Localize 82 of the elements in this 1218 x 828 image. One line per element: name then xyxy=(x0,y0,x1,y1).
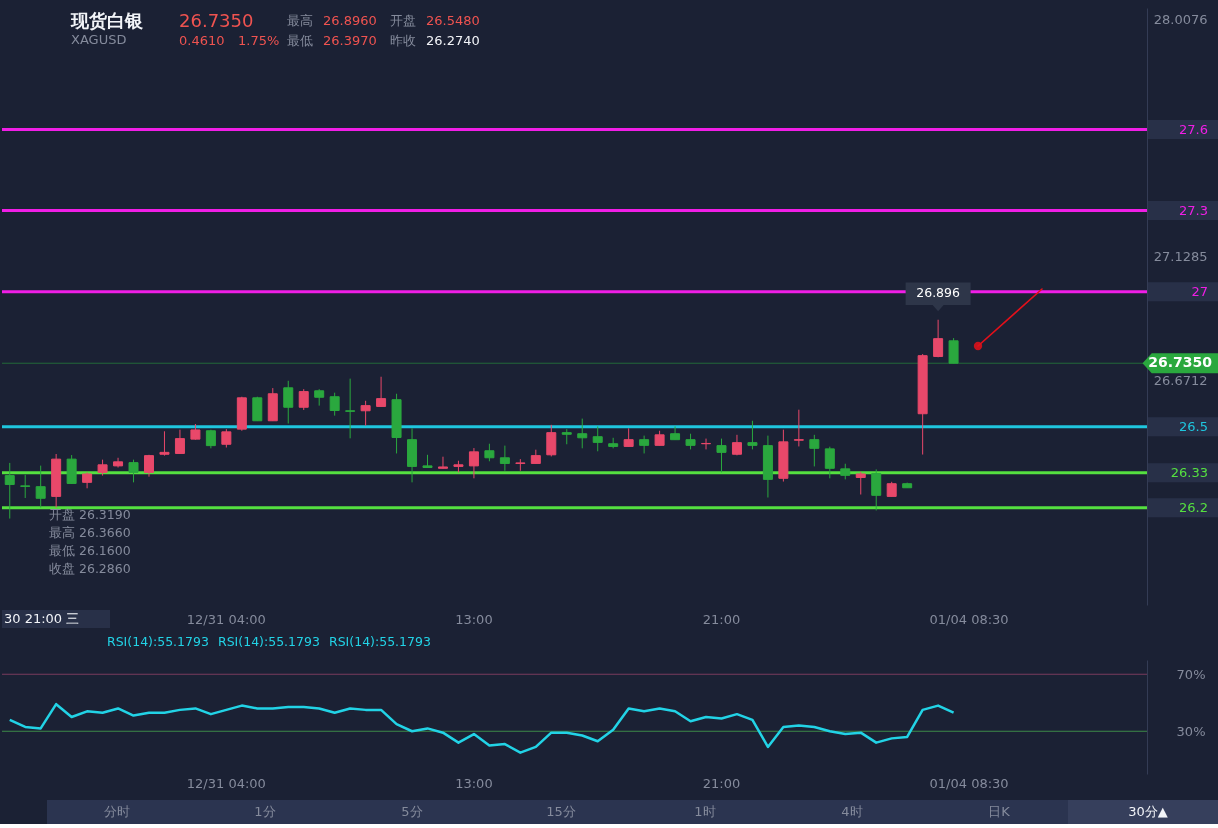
candlestick xyxy=(546,424,557,457)
candlestick xyxy=(871,468,882,511)
annotation: 26.896 xyxy=(916,284,961,300)
candlestick xyxy=(174,429,185,455)
candlestick xyxy=(793,409,804,447)
ref-line-label: 27.3 xyxy=(1179,202,1208,218)
ref-line-label: 26.33 xyxy=(1170,464,1208,480)
x-tick-label: 12/31 04:00 xyxy=(186,775,266,791)
text: RSI(14):55.1793 xyxy=(107,634,209,649)
annotation: 最低 26.1600 xyxy=(49,543,131,558)
candlestick xyxy=(221,428,232,449)
y-tick-label: 27.1285 xyxy=(1153,249,1208,265)
annotation: 最高 xyxy=(287,13,313,28)
ref-line-label: 27 xyxy=(1191,283,1208,299)
candlestick xyxy=(592,425,603,452)
candlestick xyxy=(747,420,758,450)
candlestick xyxy=(468,447,479,479)
text: 5分 xyxy=(401,804,423,819)
candlestick xyxy=(577,418,588,449)
candlestick xyxy=(716,438,727,473)
y-tick-label: 70% xyxy=(1176,666,1206,682)
candlestick xyxy=(948,337,959,364)
y-tick-label: 28.0076 xyxy=(1153,11,1208,27)
line-series xyxy=(8,702,955,754)
candlestick xyxy=(128,459,139,483)
candlestick xyxy=(376,376,387,408)
text: 分时 xyxy=(104,804,130,819)
candlestick xyxy=(670,425,681,441)
x-tick-label: 13:00 xyxy=(455,611,493,627)
candlestick xyxy=(437,456,448,470)
candlestick xyxy=(159,430,170,457)
text: 日K xyxy=(988,804,1011,819)
annotation: 1.75% xyxy=(238,33,280,48)
candlestick xyxy=(623,427,634,448)
annotation: 开盘 26.3190 xyxy=(49,507,131,522)
chart-title: 现货白银 xyxy=(70,10,144,31)
candlestick xyxy=(283,380,294,424)
ref-line-label: 27.6 xyxy=(1179,121,1208,137)
text: 15分 xyxy=(546,804,576,819)
ref-line-label: 26.5 xyxy=(1179,418,1208,434)
y-tick-label: 26.6712 xyxy=(1153,372,1208,388)
text: 30 21:00 三 xyxy=(4,611,80,626)
ref-line-label: 26.7350 xyxy=(1148,354,1213,371)
candlestick xyxy=(360,400,371,427)
x-tick-label: 12/31 04:00 xyxy=(186,611,266,627)
annotation: 26.3970 xyxy=(323,33,377,48)
candlestick xyxy=(35,465,46,508)
text: XAGUSD xyxy=(71,32,127,47)
x-tick-label: 21:00 xyxy=(702,611,741,627)
candlestick xyxy=(639,435,650,454)
ref-line-label: 26.2 xyxy=(1179,499,1208,515)
annotation: 26.8960 xyxy=(323,13,377,28)
annotation: 收盘 26.2860 xyxy=(49,561,131,576)
candlestick xyxy=(345,378,356,439)
text: RSI(14):55.1793 xyxy=(329,634,431,649)
candlestick xyxy=(329,392,340,417)
candlestick xyxy=(4,462,15,520)
candlestick xyxy=(499,445,510,472)
text: RSI(14):55.1793 xyxy=(218,634,320,649)
candlestick xyxy=(809,434,820,467)
text: 30分▲ xyxy=(1128,804,1168,819)
x-tick-label: 01/04 08:30 xyxy=(929,775,1009,791)
candlestick xyxy=(824,446,835,479)
x-tick-label: 01/04 08:30 xyxy=(929,611,1009,627)
candlestick xyxy=(855,471,866,496)
text: 1分 xyxy=(254,804,276,819)
x-tick-label: 21:00 xyxy=(702,775,741,791)
x-tick-label: 13:00 xyxy=(455,775,493,791)
annotation: 26.7350 xyxy=(179,10,254,31)
annotation: 26.5480 xyxy=(426,13,480,28)
text: 1时 xyxy=(694,804,716,819)
annotation: 最低 xyxy=(287,33,313,48)
candlestick xyxy=(298,388,309,411)
annotation: 26.2740 xyxy=(426,33,480,48)
candlestick xyxy=(933,319,944,358)
y-tick-label: 30% xyxy=(1176,723,1206,739)
candlestick xyxy=(20,474,31,499)
annotation: 昨收 xyxy=(390,33,416,48)
annotation: 0.4610 xyxy=(179,33,225,48)
annotation: 开盘 xyxy=(390,13,416,28)
text: 4时 xyxy=(841,804,863,819)
annotation: 最高 26.3660 xyxy=(49,525,131,540)
